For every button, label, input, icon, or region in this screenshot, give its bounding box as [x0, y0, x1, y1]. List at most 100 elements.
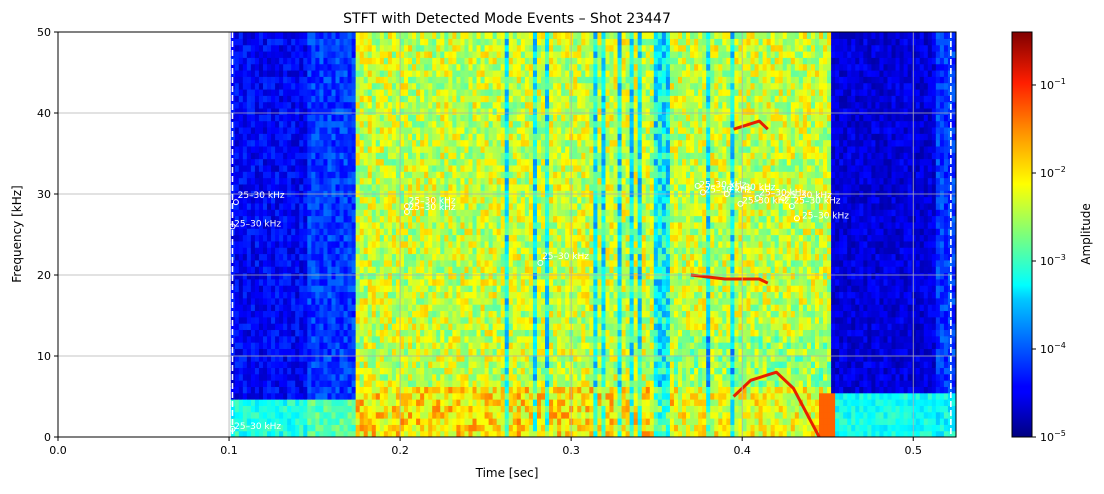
heatmap-cell	[251, 291, 256, 298]
heatmap-cell	[400, 367, 405, 374]
heatmap-cell	[477, 367, 482, 374]
heatmap-cell	[533, 317, 538, 324]
heatmap-cell	[392, 197, 397, 204]
heatmap-cell	[247, 342, 252, 349]
heatmap-cell	[468, 279, 473, 286]
heatmap-cell	[464, 247, 469, 254]
heatmap-cell	[440, 317, 445, 324]
heatmap-cell	[340, 140, 345, 147]
heatmap-cell	[327, 114, 332, 121]
heatmap-cell	[259, 253, 264, 260]
heatmap-cell	[259, 83, 264, 90]
heatmap-cell	[424, 418, 429, 425]
heatmap-cell	[432, 412, 437, 419]
heatmap-cell	[275, 336, 280, 343]
heatmap-cell	[505, 253, 510, 260]
heatmap-cell	[505, 266, 510, 273]
heatmap-cell	[327, 247, 332, 254]
heatmap-cell	[255, 89, 260, 96]
heatmap-cell	[388, 89, 393, 96]
heatmap-cell	[477, 374, 482, 381]
heatmap-cell	[404, 165, 409, 172]
heatmap-cell	[436, 76, 441, 83]
heatmap-cell	[440, 260, 445, 267]
heatmap-cell	[473, 159, 478, 166]
heatmap-cell	[525, 304, 530, 311]
heatmap-cell	[509, 95, 514, 102]
heatmap-cell	[400, 76, 405, 83]
heatmap-cell	[404, 133, 409, 140]
heatmap-cell	[388, 197, 393, 204]
heatmap-cell	[364, 102, 369, 109]
heatmap-cell	[315, 209, 320, 216]
heatmap-cell	[331, 102, 336, 109]
heatmap-cell	[509, 405, 514, 412]
heatmap-cell	[303, 171, 308, 178]
heatmap-cell	[348, 386, 353, 393]
heatmap-cell	[444, 89, 449, 96]
heatmap-cell	[404, 272, 409, 279]
heatmap-cell	[432, 418, 437, 425]
heatmap-cell	[307, 178, 312, 185]
heatmap-cell	[368, 380, 373, 387]
heatmap-cell	[493, 114, 498, 121]
heatmap-cell	[331, 178, 336, 185]
heatmap-cell	[537, 317, 542, 324]
heatmap-cell	[287, 57, 292, 64]
heatmap-cell	[299, 51, 304, 58]
heatmap-cell	[473, 222, 478, 229]
heatmap-cell	[529, 133, 534, 140]
heatmap-cell	[331, 152, 336, 159]
heatmap-cell	[348, 159, 353, 166]
heatmap-cell	[344, 45, 349, 52]
heatmap-cell	[517, 83, 522, 90]
heatmap-cell	[440, 291, 445, 298]
heatmap-cell	[299, 171, 304, 178]
heatmap-cell	[360, 184, 365, 191]
heatmap-cell	[372, 291, 377, 298]
heatmap-cell	[436, 348, 441, 355]
heatmap-cell	[501, 171, 506, 178]
heatmap-cell	[432, 184, 437, 191]
heatmap-cell	[529, 367, 534, 374]
heatmap-cell	[541, 108, 546, 115]
heatmap-cell	[521, 399, 526, 406]
heatmap-cell	[388, 304, 393, 311]
heatmap-cell	[327, 235, 332, 242]
heatmap-cell	[352, 57, 357, 64]
heatmap-cell	[323, 140, 328, 147]
heatmap-cell	[319, 386, 324, 393]
heatmap-cell	[392, 171, 397, 178]
heatmap-cell	[513, 380, 518, 387]
heatmap-cell	[271, 374, 276, 381]
heatmap-cell	[239, 171, 244, 178]
heatmap-cell	[368, 159, 373, 166]
heatmap-cell	[464, 424, 469, 431]
heatmap-cell	[529, 45, 534, 52]
heatmap-cell	[460, 374, 465, 381]
heatmap-cell	[247, 121, 252, 128]
heatmap-cell	[303, 76, 308, 83]
heatmap-cell	[235, 405, 240, 412]
heatmap-cell	[279, 203, 284, 210]
heatmap-cell	[352, 64, 357, 71]
heatmap-cell	[283, 348, 288, 355]
heatmap-cell	[541, 159, 546, 166]
heatmap-cell	[509, 374, 514, 381]
heatmap-cell	[529, 291, 534, 298]
heatmap-cell	[525, 399, 530, 406]
heatmap-cell	[275, 412, 280, 419]
heatmap-cell	[263, 165, 268, 172]
heatmap-cell	[493, 171, 498, 178]
heatmap-cell	[340, 127, 345, 134]
heatmap-cell	[456, 197, 461, 204]
heatmap-cell	[404, 121, 409, 128]
heatmap-cell	[243, 247, 248, 254]
heatmap-cell	[412, 64, 417, 71]
heatmap-cell	[452, 266, 457, 273]
heatmap-cell	[331, 310, 336, 317]
heatmap-cell	[452, 348, 457, 355]
heatmap-cell	[376, 45, 381, 52]
heatmap-cell	[497, 121, 502, 128]
heatmap-cell	[436, 235, 441, 242]
